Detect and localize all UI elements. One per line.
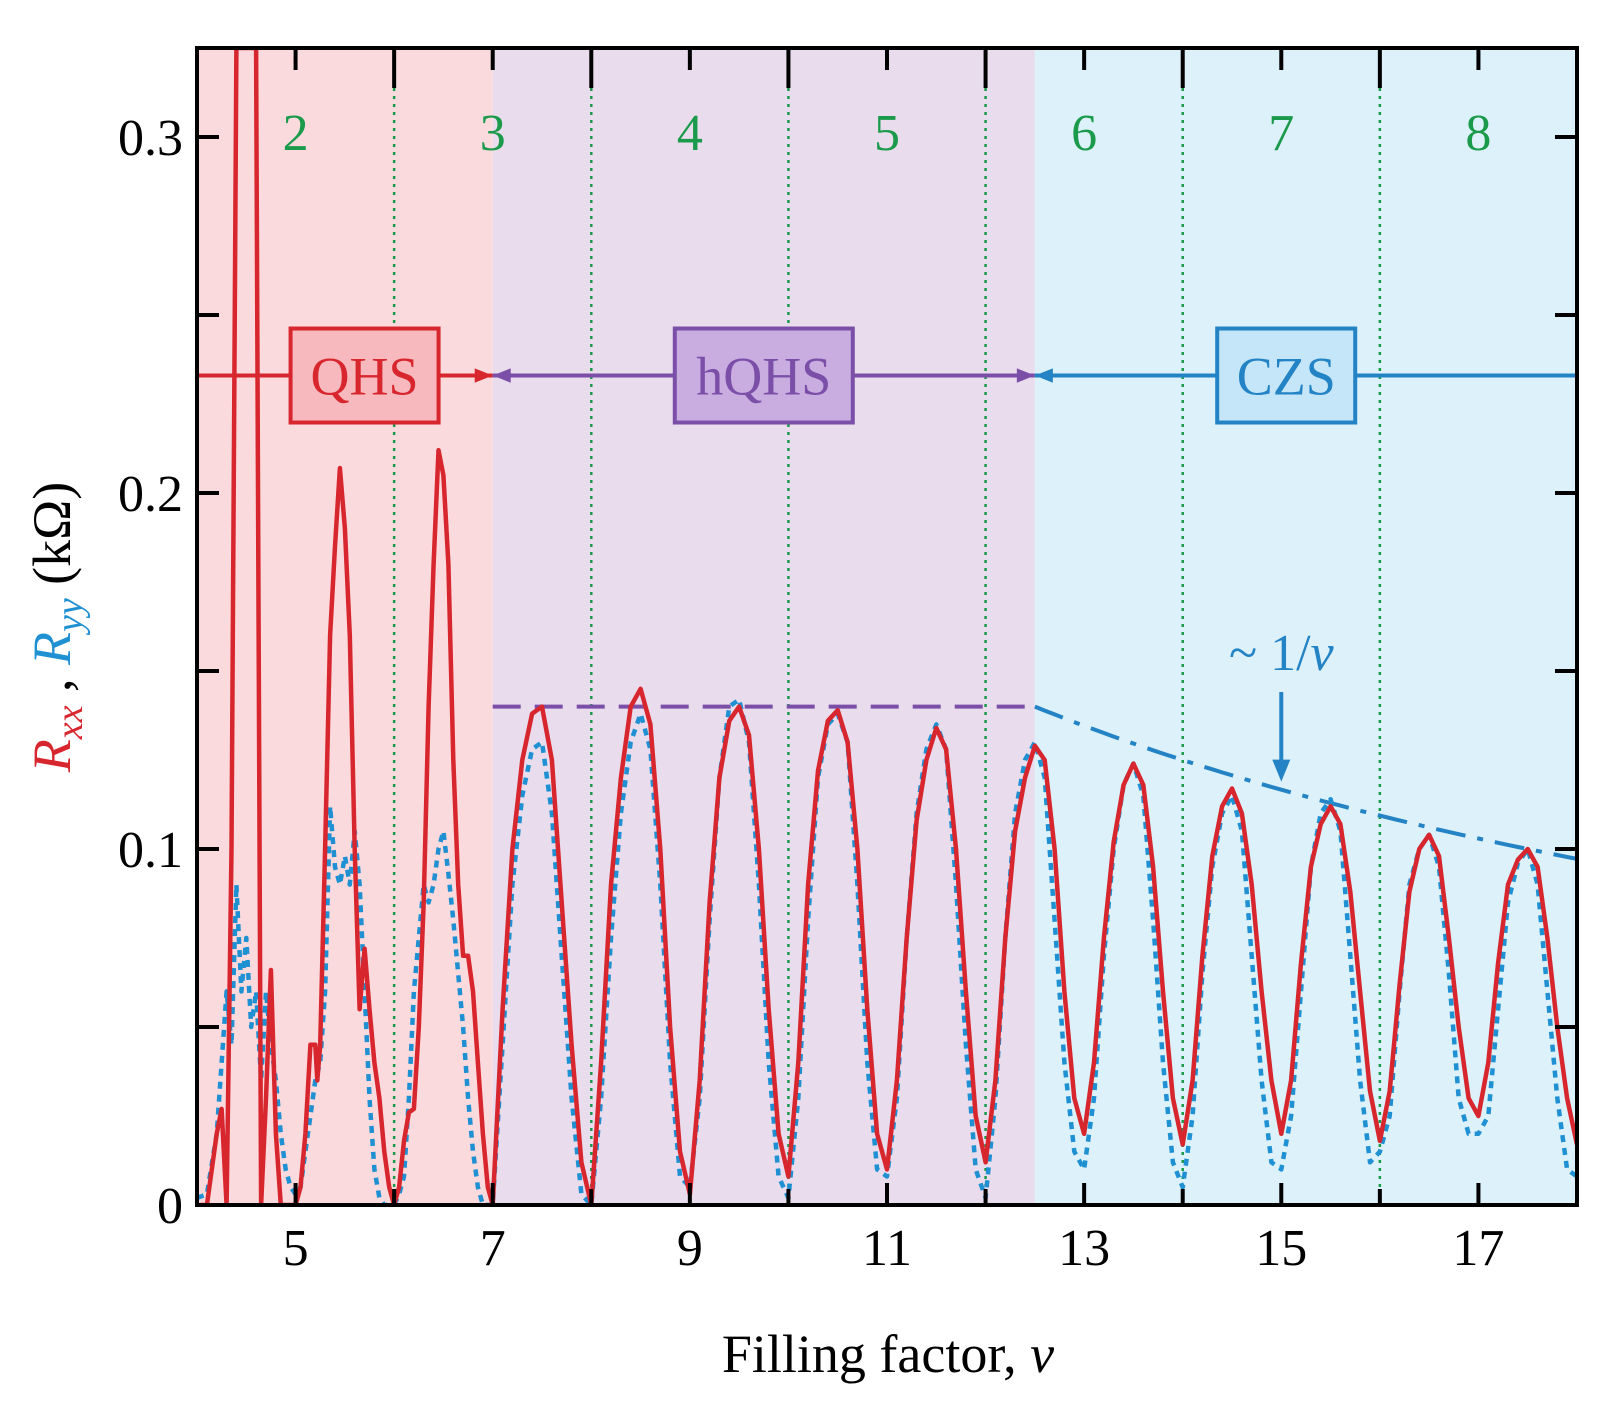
annotation-arrow-head [1272,759,1291,782]
top-label-3: 3 [480,105,506,162]
top-axis-labels: 2 3 4 5 6 7 8 [283,105,1492,162]
y-tick-label-0: 0 [157,1178,183,1235]
rxx-subscript: xx [49,705,91,740]
top-label-4: 4 [677,105,703,162]
annotation-text: ~ 1/ν [1229,625,1335,682]
inverse-fit-annotation: ~ 1/ν [1229,625,1335,782]
top-label-2: 2 [283,105,309,162]
series-layer [197,48,1577,1205]
x-tick-label-17: 17 [1452,1220,1504,1277]
region-label-czs: CZS [1237,347,1336,407]
x-tick-label-5: 5 [283,1220,309,1277]
top-label-8: 8 [1465,105,1491,162]
top-label-5: 5 [874,105,900,162]
region-backgrounds [197,48,1577,1205]
x-tick-label-15: 15 [1255,1220,1307,1277]
axis-tick-labels: 5 7 9 11 13 15 17 0 0.1 0.2 0.3 [118,110,1504,1277]
label-separator: , [22,665,82,706]
series-rxx [197,48,1577,1205]
region-arrow-hqhs: hQHS [492,326,1035,425]
region-czs [1034,48,1577,1205]
y-tick-label-0.3: 0.3 [118,110,183,167]
series-ryy [197,697,1577,1205]
region-label-box [672,326,855,425]
x-tick-label-9: 9 [677,1220,703,1277]
x-tick-label-7: 7 [480,1220,506,1277]
region-arrow-qhs: QHS [197,326,493,425]
inverse-fit-line [1034,704,1578,861]
ryy-subscript: yy [49,598,91,636]
y-tick-label-0.2: 0.2 [118,466,183,523]
rxx-label: R [22,739,82,773]
reference-lines [492,704,1578,861]
region-arrow-czs: CZS [1034,326,1577,425]
annotation-prefix: ~ 1/ [1229,625,1311,682]
x-axis-title: Filling factor, ν [722,1324,1054,1384]
region-label-box [1215,326,1358,425]
region-qhs [197,48,493,1205]
top-axis-dotted-lines [392,48,1382,1205]
y-tick-label-0.1: 0.1 [118,822,183,879]
ryy-label: R [22,632,82,666]
plot-frame [195,46,1579,1207]
axis-ticks [197,48,1577,1205]
region-label-hqhs: hQHS [696,347,831,407]
top-label-7: 7 [1268,105,1294,162]
annotation-variable: ν [1311,625,1335,682]
region-label-box [288,326,441,425]
x-tick-label-13: 13 [1058,1220,1110,1277]
y-axis-title: Rxx , Ryy (kΩ) [22,482,91,774]
x-tick-label-11: 11 [862,1220,912,1277]
unit-label: (kΩ) [22,482,82,599]
region-label-qhs: QHS [311,347,419,407]
top-label-6: 6 [1071,105,1097,162]
region-hqhs [492,48,1035,1205]
region-arrows: QHS hQHS CZS [197,326,1577,425]
